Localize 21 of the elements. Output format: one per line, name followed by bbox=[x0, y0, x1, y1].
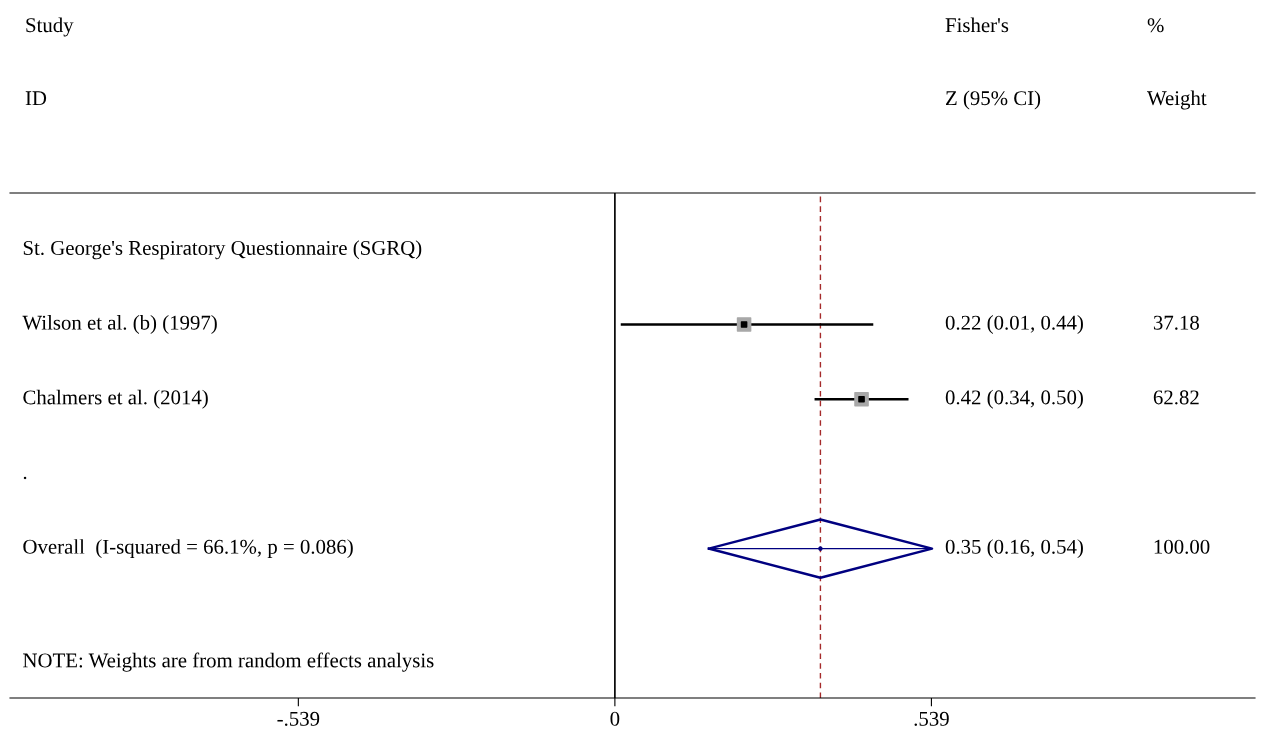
text: 0.35 (0.16, 0.54) bbox=[945, 539, 1083, 559]
text: 0.42 (0.34, 0.50) bbox=[945, 389, 1083, 409]
x-tick-label: 0 bbox=[610, 711, 620, 726]
text: Z (95% CI) bbox=[946, 90, 1041, 110]
x-tick-label: -.539 bbox=[277, 711, 320, 726]
text: ID bbox=[25, 91, 47, 106]
annotation: 62.82 bbox=[1153, 390, 1199, 405]
y-tick-label: . bbox=[23, 476, 27, 480]
annotation: 37.18 bbox=[1153, 315, 1199, 330]
text: Weight bbox=[1147, 90, 1207, 110]
y-tick-label: Overall (I-squared = 66.1%, p = 0.086) bbox=[23, 539, 353, 559]
y-tick-label: St. George's Respiratory Questionnaire (SGRQ) bbox=[23, 240, 422, 260]
x-tick-label: .539 bbox=[914, 711, 949, 726]
y-tick-label: Wilson et al. (b) (1997) bbox=[22, 315, 217, 334]
annotation: 100.00 bbox=[1154, 539, 1210, 554]
y-tick-label: Chalmers et al. (2014) bbox=[23, 389, 208, 409]
text: Fisher's bbox=[945, 17, 1009, 33]
text: NOTE: Weights are from random effects analysis bbox=[23, 652, 434, 672]
text: Study bbox=[26, 17, 74, 37]
text: % bbox=[1147, 18, 1164, 33]
text: 0.22 (0.01, 0.44) bbox=[945, 315, 1083, 334]
